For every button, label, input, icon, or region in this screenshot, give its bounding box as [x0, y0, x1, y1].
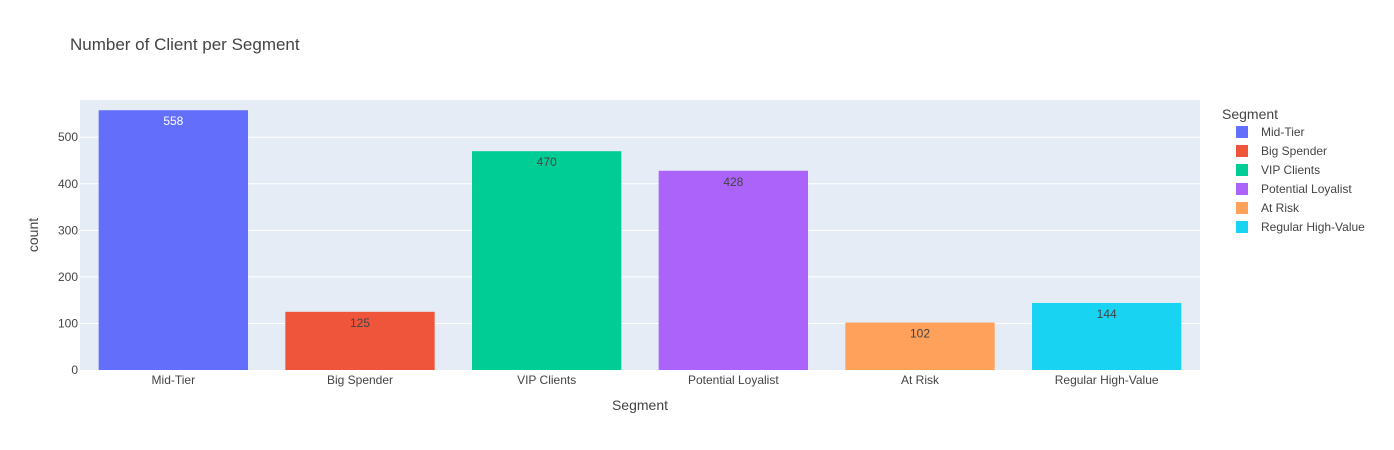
legend-item-label[interactable]: At Risk — [1261, 201, 1300, 215]
y-tick-label: 300 — [58, 223, 78, 237]
chart-title: Number of Client per Segment — [70, 35, 300, 54]
legend-swatch[interactable] — [1236, 221, 1248, 233]
x-tick-label: VIP Clients — [517, 373, 576, 387]
bars — [98, 110, 1182, 370]
legend-item-label[interactable]: Potential Loyalist — [1261, 182, 1352, 196]
legend-title: Segment — [1222, 106, 1278, 122]
bar-value-label: 125 — [350, 316, 370, 330]
y-tick-label: 500 — [58, 130, 78, 144]
x-tick-label: Mid-Tier — [152, 373, 196, 387]
legend-item-label[interactable]: VIP Clients — [1261, 163, 1320, 177]
legend-items: Mid-Tier Big Spender VIP Clients Potential … — [1236, 125, 1365, 234]
bar-value-label: 144 — [1097, 307, 1117, 321]
legend: Segment Mid-Tier Big Spender VIP Clients Po… — [1222, 106, 1365, 234]
x-axis-title: Segment — [612, 397, 668, 413]
bar-potential-loyalist[interactable] — [658, 170, 808, 370]
gridlines — [80, 136, 1200, 324]
x-axis-ticks: Mid-Tier Big Spender VIP Clients Potential … — [152, 373, 1159, 387]
legend-item-label[interactable]: Mid-Tier — [1261, 125, 1305, 139]
x-tick-label: At Risk — [901, 373, 940, 387]
legend-swatch[interactable] — [1236, 145, 1248, 157]
legend-item-label[interactable]: Big Spender — [1261, 144, 1327, 158]
bar-mid-tier[interactable] — [98, 110, 249, 370]
legend-item-label[interactable]: Regular High-Value — [1261, 220, 1365, 234]
bar-regular-high-value[interactable] — [1032, 302, 1182, 370]
bar-big-spender[interactable] — [285, 311, 435, 370]
y-tick-label: 200 — [58, 270, 78, 284]
x-tick-label: Regular High-Value — [1055, 373, 1159, 387]
y-tick-label: 0 — [71, 363, 78, 377]
legend-swatch[interactable] — [1236, 164, 1248, 176]
y-tick-label: 400 — [58, 177, 78, 191]
bar-labels: 558 125 470 428 102 144 — [163, 114, 1117, 340]
legend-swatch[interactable] — [1236, 183, 1248, 195]
bar-vip-clients[interactable] — [472, 151, 622, 370]
bar-value-label: 102 — [910, 327, 930, 341]
legend-swatch[interactable] — [1236, 126, 1248, 138]
plot-area — [80, 100, 1200, 370]
y-tick-label: 100 — [58, 316, 78, 330]
y-axis-ticks: 0 100 200 300 400 500 — [58, 130, 78, 377]
bar-value-label: 470 — [537, 155, 557, 169]
x-tick-label: Big Spender — [327, 373, 393, 387]
x-tick-label: Potential Loyalist — [688, 373, 779, 387]
bar-value-label: 558 — [163, 114, 183, 128]
y-axis-title: count — [25, 218, 41, 252]
bar-at-risk[interactable] — [845, 322, 995, 370]
legend-swatch[interactable] — [1236, 202, 1248, 214]
bar-value-label: 428 — [723, 175, 743, 189]
